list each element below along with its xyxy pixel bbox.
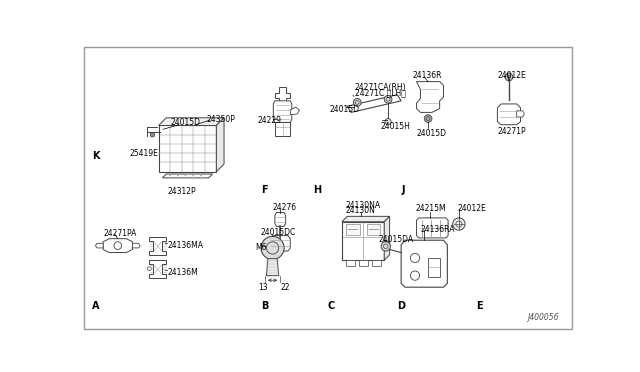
Text: K: K <box>92 151 100 161</box>
Text: 24012E: 24012E <box>458 204 486 213</box>
Text: C: C <box>328 301 335 311</box>
Text: E: E <box>476 301 483 311</box>
FancyBboxPatch shape <box>346 260 355 266</box>
Circle shape <box>169 174 171 176</box>
Text: 24136R: 24136R <box>413 71 442 80</box>
Text: 24015DA: 24015DA <box>378 235 413 244</box>
Text: 24015D: 24015D <box>170 118 200 127</box>
Circle shape <box>505 73 513 81</box>
Text: 24271C 〈LH〉: 24271C 〈LH〉 <box>355 89 406 97</box>
Polygon shape <box>516 111 524 117</box>
Polygon shape <box>401 240 447 287</box>
Polygon shape <box>266 259 279 276</box>
Polygon shape <box>497 104 520 125</box>
FancyBboxPatch shape <box>275 122 291 136</box>
Text: F: F <box>262 185 268 195</box>
Circle shape <box>424 115 432 122</box>
Circle shape <box>261 236 284 260</box>
Polygon shape <box>159 125 216 172</box>
Circle shape <box>193 174 194 176</box>
Circle shape <box>193 177 194 179</box>
Text: 24136RA: 24136RA <box>420 225 455 234</box>
Circle shape <box>169 177 171 179</box>
Polygon shape <box>342 222 384 260</box>
Text: B: B <box>262 301 269 311</box>
Text: 24136MA: 24136MA <box>168 241 204 250</box>
Text: 22: 22 <box>280 283 290 292</box>
Text: 24229: 24229 <box>257 116 281 125</box>
FancyBboxPatch shape <box>428 258 440 277</box>
Circle shape <box>381 242 390 251</box>
Text: 24350P: 24350P <box>206 115 236 124</box>
Polygon shape <box>273 101 292 122</box>
Text: 24015D: 24015D <box>330 105 360 114</box>
Text: A: A <box>92 301 100 311</box>
Circle shape <box>184 177 186 179</box>
Text: 24015DC: 24015DC <box>260 228 296 237</box>
Text: J: J <box>402 185 405 195</box>
Text: 24271P: 24271P <box>497 127 526 136</box>
Circle shape <box>385 119 391 125</box>
Polygon shape <box>280 235 291 251</box>
FancyBboxPatch shape <box>346 224 360 235</box>
Polygon shape <box>384 217 390 260</box>
Text: 24136M: 24136M <box>168 268 198 277</box>
Circle shape <box>353 99 361 106</box>
Polygon shape <box>348 95 401 112</box>
Polygon shape <box>149 237 166 255</box>
Text: 24130NA: 24130NA <box>346 201 381 210</box>
Polygon shape <box>270 235 280 251</box>
Polygon shape <box>103 239 132 253</box>
Polygon shape <box>95 243 103 248</box>
FancyBboxPatch shape <box>372 260 381 266</box>
Circle shape <box>177 174 179 176</box>
Circle shape <box>184 174 186 176</box>
Text: 24215M: 24215M <box>415 204 445 213</box>
Circle shape <box>177 177 179 179</box>
Text: 24312P: 24312P <box>168 187 196 196</box>
Text: J400056: J400056 <box>527 313 559 322</box>
Polygon shape <box>159 118 224 125</box>
Polygon shape <box>291 107 300 115</box>
Polygon shape <box>417 218 448 238</box>
Polygon shape <box>132 243 140 248</box>
Text: 24271CA(RH): 24271CA(RH) <box>355 83 406 92</box>
Text: H: H <box>313 185 321 195</box>
Polygon shape <box>216 118 224 172</box>
Circle shape <box>384 96 392 103</box>
Text: D: D <box>397 301 405 311</box>
Circle shape <box>200 177 202 179</box>
Circle shape <box>150 132 155 137</box>
Text: 24012E: 24012E <box>497 71 526 80</box>
FancyBboxPatch shape <box>346 224 360 235</box>
Text: 24271PA: 24271PA <box>103 230 136 238</box>
Text: M6: M6 <box>255 243 266 252</box>
Text: 24130N: 24130N <box>346 206 376 215</box>
Polygon shape <box>149 260 166 278</box>
FancyBboxPatch shape <box>359 260 368 266</box>
Polygon shape <box>417 81 444 112</box>
Circle shape <box>452 218 465 230</box>
FancyBboxPatch shape <box>367 224 380 235</box>
Polygon shape <box>163 174 212 178</box>
Polygon shape <box>342 217 390 222</box>
Polygon shape <box>275 212 285 226</box>
FancyBboxPatch shape <box>367 224 380 235</box>
Circle shape <box>200 174 202 176</box>
Text: 24276: 24276 <box>273 203 297 212</box>
Text: 25419E: 25419E <box>129 148 158 158</box>
Text: 24015H: 24015H <box>380 122 410 131</box>
Text: 24015D: 24015D <box>417 129 447 138</box>
Polygon shape <box>275 87 291 101</box>
Text: 13: 13 <box>259 283 268 292</box>
